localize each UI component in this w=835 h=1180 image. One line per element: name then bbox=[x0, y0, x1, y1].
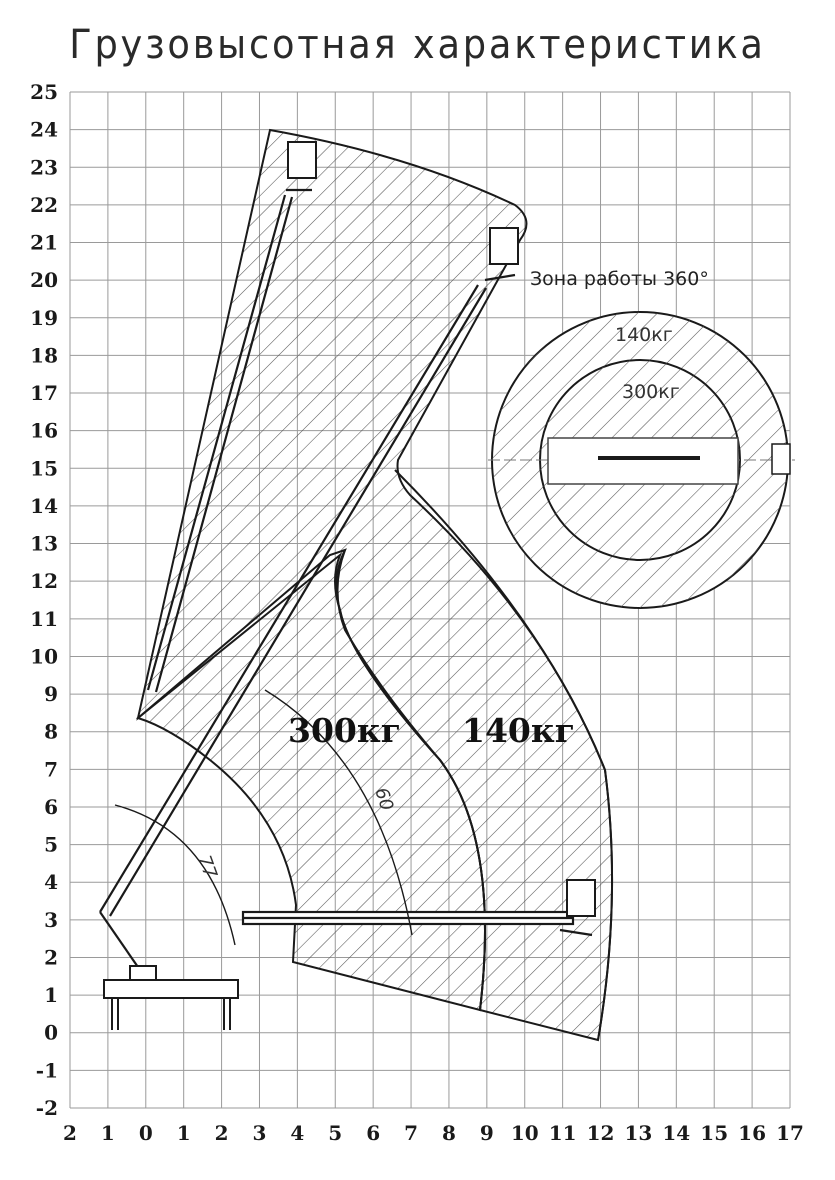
y-tick-label: 11 bbox=[30, 607, 58, 631]
y-tick-label: 25 bbox=[30, 80, 58, 104]
x-tick-label: 14 bbox=[662, 1121, 690, 1145]
y-tick-label: 20 bbox=[30, 268, 58, 292]
y-tick-label: 23 bbox=[30, 155, 58, 179]
boom-vertical bbox=[146, 141, 317, 693]
x-tick-label: 12 bbox=[587, 1121, 615, 1145]
x-tick-label: 15 bbox=[700, 1121, 728, 1145]
y-tick-label: -1 bbox=[36, 1058, 58, 1082]
y-tick-label: 12 bbox=[30, 569, 58, 593]
y-tick-label: 10 bbox=[30, 644, 58, 668]
y-tick-label: 24 bbox=[30, 118, 58, 142]
y-tick-label: 17 bbox=[30, 381, 58, 405]
zone-divider-arc bbox=[336, 549, 486, 1011]
x-tick-label: 4 bbox=[290, 1121, 304, 1145]
rotation-zone-label: Зона работы 360° bbox=[530, 268, 709, 290]
x-axis-ticks: 2 1 0 1 2 3 4 5 6 7 8 9 10 11 12 13 14 15 16 17 bbox=[63, 1121, 804, 1145]
x-tick-label: 9 bbox=[480, 1121, 494, 1145]
rotation-zone: 140кг 300кг bbox=[488, 311, 795, 609]
y-axis-ticks: 2524232221201918171615141312111098765432… bbox=[30, 80, 58, 1120]
y-tick-label: 3 bbox=[44, 908, 58, 932]
y-tick-label: 15 bbox=[30, 456, 58, 480]
y-tick-label: 19 bbox=[30, 306, 58, 330]
y-tick-label: 5 bbox=[44, 833, 58, 857]
y-tick-label: 18 bbox=[30, 343, 58, 367]
rotation-label-300: 300кг bbox=[622, 381, 680, 403]
x-tick-label: 17 bbox=[776, 1121, 804, 1145]
x-tick-label: 11 bbox=[549, 1121, 577, 1145]
x-tick-label: 1 bbox=[101, 1121, 115, 1145]
y-tick-label: 22 bbox=[30, 193, 58, 217]
x-tick-label: 6 bbox=[366, 1121, 380, 1145]
y-tick-label: 0 bbox=[44, 1021, 58, 1045]
angle-label-77: 77 bbox=[193, 853, 221, 882]
y-tick-label: 7 bbox=[44, 757, 58, 781]
x-tick-label: 10 bbox=[511, 1121, 539, 1145]
truck-base bbox=[103, 965, 239, 1030]
zone-label-300: 300кг bbox=[288, 711, 401, 750]
y-tick-label: 8 bbox=[44, 720, 58, 744]
x-tick-label: 2 bbox=[63, 1121, 77, 1145]
rotation-label-140: 140кг bbox=[615, 324, 673, 346]
x-tick-label: 13 bbox=[624, 1121, 652, 1145]
y-tick-label: 9 bbox=[44, 682, 58, 706]
y-tick-label: 4 bbox=[44, 870, 58, 894]
y-tick-label: 13 bbox=[30, 532, 58, 556]
y-tick-label: -2 bbox=[36, 1096, 58, 1120]
y-tick-label: 1 bbox=[44, 983, 58, 1007]
angle-arc-60 bbox=[264, 689, 413, 936]
y-tick-label: 6 bbox=[44, 795, 58, 819]
x-tick-label: 1 bbox=[177, 1121, 191, 1145]
chart-title: Грузовысотная характеристика bbox=[69, 22, 766, 68]
x-tick-label: 5 bbox=[328, 1121, 342, 1145]
x-tick-label: 2 bbox=[215, 1121, 229, 1145]
boom-diagonal bbox=[99, 227, 519, 971]
zone-label-140: 140кг bbox=[462, 711, 575, 750]
y-tick-label: 14 bbox=[30, 494, 58, 518]
y-tick-label: 16 bbox=[30, 419, 58, 443]
x-tick-label: 16 bbox=[738, 1121, 766, 1145]
x-tick-label: 7 bbox=[404, 1121, 418, 1145]
y-tick-label: 2 bbox=[44, 945, 58, 969]
x-tick-label: 0 bbox=[139, 1121, 153, 1145]
x-tick-label: 8 bbox=[442, 1121, 456, 1145]
x-tick-label: 3 bbox=[253, 1121, 267, 1145]
truck-top-view bbox=[547, 437, 739, 485]
angle-arc-77 bbox=[114, 804, 236, 946]
y-tick-label: 21 bbox=[30, 231, 58, 255]
zone-boundary-arc bbox=[394, 469, 614, 1041]
